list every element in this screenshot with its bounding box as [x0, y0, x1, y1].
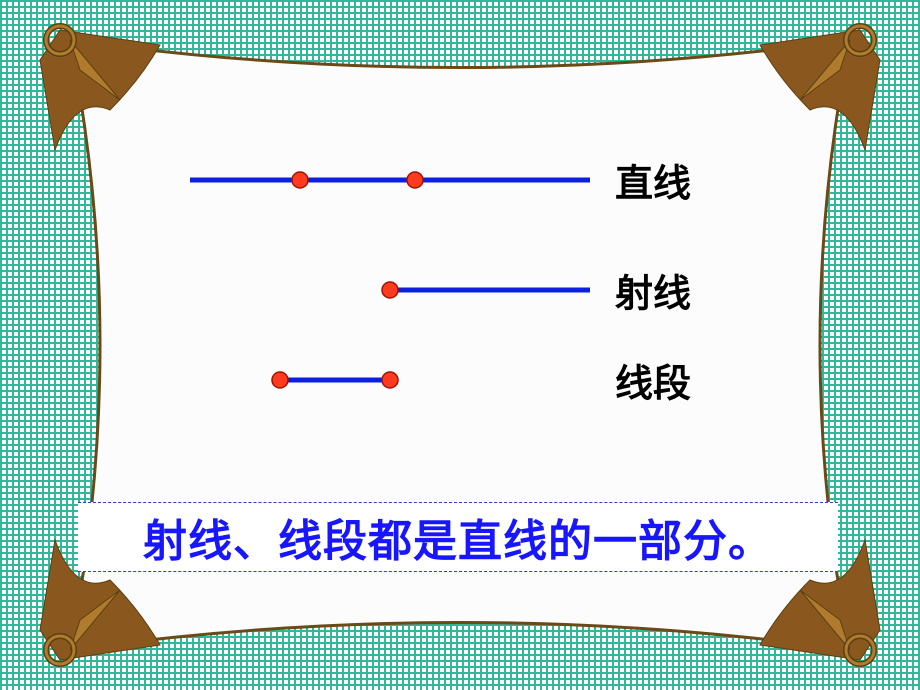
segment-figure — [270, 368, 400, 392]
ray-figure — [380, 278, 590, 302]
ray-label: 射线 — [615, 263, 691, 318]
line-label: 直线 — [615, 153, 691, 208]
caption-box: 射线、线段都是直线的一部分。 — [78, 502, 838, 572]
line-row: 直线 — [0, 168, 920, 192]
caption-text: 射线、线段都是直线的一部分。 — [143, 505, 773, 569]
line-figure — [190, 168, 590, 192]
diagram-content: 直线射线线段 射线、线段都是直线的一部分。 — [0, 0, 920, 690]
segment-row: 线段 — [0, 368, 920, 392]
segment-label: 线段 — [615, 353, 691, 408]
ray-row: 射线 — [0, 278, 920, 302]
